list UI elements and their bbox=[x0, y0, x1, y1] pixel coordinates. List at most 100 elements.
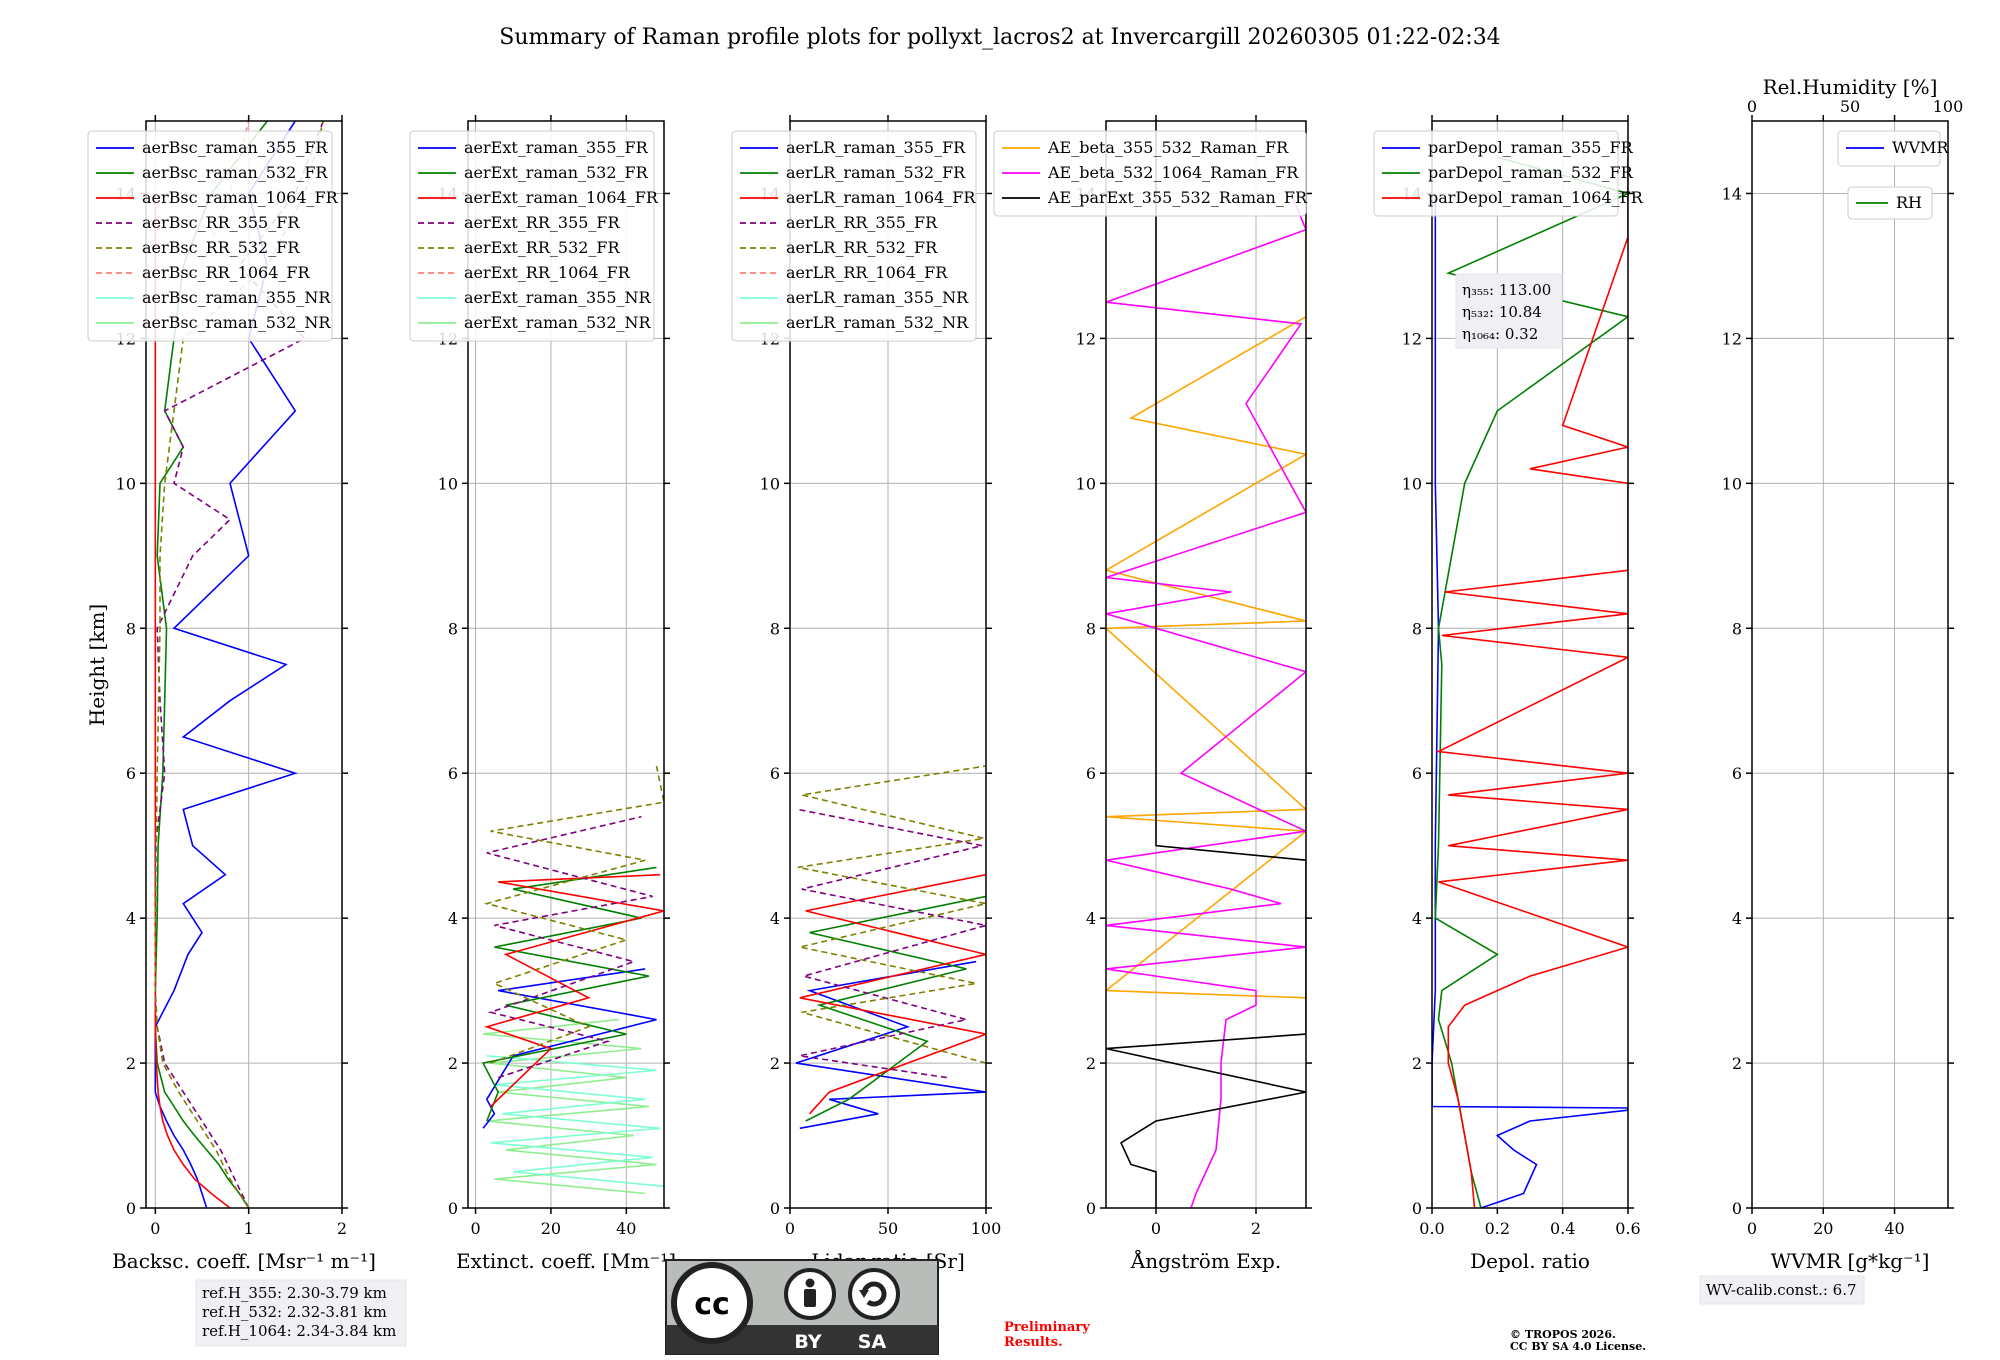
legend-label: aerBsc_raman_532_FR bbox=[142, 163, 328, 182]
series-group bbox=[1106, 121, 1306, 1208]
top-x-tick-label: 100 bbox=[1933, 97, 1964, 116]
legend-label: aerExt_raman_355_FR bbox=[464, 138, 649, 157]
x-tick-label: 1 bbox=[244, 1219, 254, 1238]
eta-532: η₅₃₂: 10.84 bbox=[1462, 303, 1542, 321]
y-tick-label: 8 bbox=[1732, 619, 1742, 638]
legend-label: aerExt_RR_1064_FR bbox=[464, 263, 631, 282]
eta-355: η₃₅₅: 113.00 bbox=[1462, 281, 1551, 299]
legend-label: aerExt_raman_1064_FR bbox=[464, 188, 659, 207]
y-tick-label: 2 bbox=[770, 1054, 780, 1073]
series-aerExt_raman_532_NR bbox=[483, 1018, 657, 1195]
y-axis-label: Height [km] bbox=[85, 604, 109, 726]
ref-height-532: ref.H_532: 2.32-3.81 km bbox=[202, 1303, 387, 1321]
y-tick-label: 10 bbox=[1076, 474, 1096, 493]
x-tick-label: 0.0 bbox=[1419, 1219, 1444, 1238]
y-tick-label: 12 bbox=[1722, 329, 1742, 348]
axes-frame bbox=[467, 120, 665, 1209]
preliminary-line2: Results. bbox=[1004, 1335, 1063, 1350]
legend-label: aerBsc_raman_355_NR bbox=[142, 288, 331, 307]
x-tick-label: 0 bbox=[1747, 1219, 1757, 1238]
y-tick-label: 2 bbox=[126, 1054, 136, 1073]
series-group bbox=[1432, 156, 1628, 1208]
x-tick-label: 20 bbox=[1813, 1219, 1833, 1238]
x-tick-label: 40 bbox=[616, 1219, 636, 1238]
y-tick-label: 0 bbox=[448, 1199, 458, 1218]
legend-label: aerLR_raman_1064_FR bbox=[786, 188, 976, 207]
y-tick-label: 2 bbox=[448, 1054, 458, 1073]
x-tick-label: 0.2 bbox=[1485, 1219, 1510, 1238]
legend-label: aerLR_RR_355_FR bbox=[786, 213, 938, 232]
top-x-tick-label: 50 bbox=[1840, 97, 1860, 116]
y-tick-label: 8 bbox=[770, 619, 780, 638]
x-tick-label: 20 bbox=[541, 1219, 561, 1238]
y-tick-label: 6 bbox=[1412, 764, 1422, 783]
x-tick-label: 2 bbox=[1251, 1219, 1261, 1238]
y-tick-label: 0 bbox=[770, 1199, 780, 1218]
x-tick-label: 0 bbox=[1151, 1219, 1161, 1238]
y-tick-label: 2 bbox=[1732, 1054, 1742, 1073]
x-axis-label: Backsc. coeff. [Msr⁻¹ m⁻¹] bbox=[112, 1249, 376, 1273]
y-tick-label: 8 bbox=[1086, 619, 1096, 638]
series-aerExt_raman_355_NR bbox=[486, 1055, 664, 1188]
wv-calib-text: WV-calib.const.: 6.7 bbox=[1706, 1281, 1857, 1299]
y-tick-label: 8 bbox=[1412, 619, 1422, 638]
axes-frame bbox=[1751, 120, 1949, 1209]
series-AE_parExt_355_532_Raman_FR bbox=[1106, 121, 1306, 1208]
legend-label: aerBsc_RR_1064_FR bbox=[142, 263, 311, 282]
eta-box: η₃₅₅: 113.00 η₅₃₂: 10.84 η₁₀₆₄: 0.32 bbox=[1455, 273, 1563, 349]
legend-label: aerLR_raman_355_NR bbox=[786, 288, 969, 307]
x-tick-label: 100 bbox=[971, 1219, 1002, 1238]
legend-bsc: aerBsc_raman_355_FR aerBsc_raman_532_FRae… bbox=[87, 130, 339, 342]
series-aerExt_raman_355_FR bbox=[482, 968, 657, 1129]
y-tick-label: 14 bbox=[1722, 184, 1742, 203]
series-aerLR_RR_355_FR bbox=[797, 808, 986, 1079]
legend-label: AE_beta_355_532_Raman_FR bbox=[1047, 138, 1289, 157]
legend-box bbox=[87, 130, 333, 342]
legend-label: aerLR_RR_1064_FR bbox=[786, 263, 948, 282]
y-tick-label: 4 bbox=[448, 909, 458, 928]
y-tick-label: 10 bbox=[438, 474, 458, 493]
eta-1064: η₁₀₆₄: 0.32 bbox=[1462, 325, 1538, 343]
series-aerExt_RR_532_FR bbox=[483, 765, 664, 1064]
y-tick-label: 4 bbox=[126, 909, 136, 928]
y-tick-label: 6 bbox=[448, 764, 458, 783]
series-group bbox=[481, 765, 664, 1195]
cc-icon bbox=[671, 1262, 753, 1344]
by-text: BY bbox=[794, 1331, 821, 1353]
y-tick-label: 12 bbox=[1076, 329, 1096, 348]
copyright-line2: CC BY SA 4.0 License. bbox=[1510, 1340, 1646, 1353]
legend-label: parDepol_raman_532_FR bbox=[1428, 163, 1634, 182]
y-tick-label: 4 bbox=[1086, 909, 1096, 928]
legend-label: RH bbox=[1896, 193, 1922, 212]
panel-bsc: 02468101214012Backsc. coeff. [Msr⁻¹ m⁻¹]… bbox=[87, 115, 376, 1273]
legend-box bbox=[409, 130, 655, 342]
y-tick-label: 6 bbox=[770, 764, 780, 783]
preliminary-line1: Preliminary bbox=[1004, 1320, 1090, 1335]
y-tick-label: 8 bbox=[126, 619, 136, 638]
legend-label: AE_beta_532_1064_Raman_FR bbox=[1047, 163, 1299, 182]
legend-label: aerLR_raman_355_FR bbox=[786, 138, 966, 157]
x-tick-label: 0.6 bbox=[1615, 1219, 1640, 1238]
legend-label: aerLR_raman_532_FR bbox=[786, 163, 966, 182]
top-x-tick-label: 0 bbox=[1747, 97, 1757, 116]
legend-label: aerBsc_RR_355_FR bbox=[142, 213, 300, 232]
series-aerLR_RR_532_FR bbox=[797, 765, 986, 1064]
series-aerLR_raman_1064_FR bbox=[799, 873, 986, 1115]
y-tick-label: 0 bbox=[126, 1199, 136, 1218]
y-tick-label: 0 bbox=[1732, 1199, 1742, 1218]
x-axis-label: Extinct. coeff. [Mm⁻¹] bbox=[456, 1249, 676, 1273]
legend-box bbox=[1373, 130, 1619, 217]
legend-label: aerExt_RR_532_FR bbox=[464, 238, 621, 257]
series-aerBsc_raman_1064_FR bbox=[154, 193, 231, 1208]
y-tick-label: 2 bbox=[1086, 1054, 1096, 1073]
legend-lr: aerLR_raman_355_FR aerLR_raman_532_FR aerL… bbox=[731, 130, 977, 342]
series-aerBsc_raman_355_FR bbox=[154, 121, 298, 1208]
legend-box bbox=[1847, 186, 1933, 220]
x-tick-label: 0 bbox=[785, 1219, 795, 1238]
x-tick-label: 2 bbox=[337, 1219, 347, 1238]
x-tick-label: 40 bbox=[1884, 1219, 1904, 1238]
legend-label: aerBsc_raman_1064_FR bbox=[142, 188, 339, 207]
x-axis-label: WVMR [g*kg⁻¹] bbox=[1771, 1249, 1930, 1273]
legend-label: parDepol_raman_1064_FR bbox=[1428, 188, 1644, 207]
y-tick-label: 10 bbox=[1722, 474, 1742, 493]
